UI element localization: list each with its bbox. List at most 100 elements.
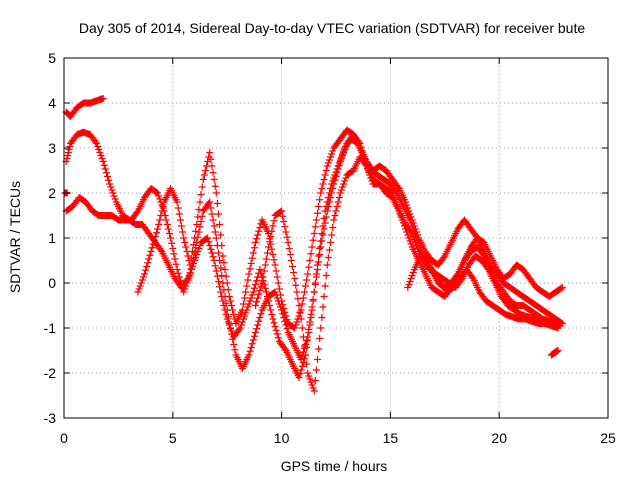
data-point: [180, 288, 188, 296]
data-point: [407, 275, 415, 282]
data-point: [294, 295, 302, 303]
data-point: [468, 273, 476, 281]
data-point: [207, 204, 215, 212]
data-point: [205, 238, 213, 246]
data-point: [409, 219, 417, 227]
data-point: [228, 302, 236, 309]
data-point: [164, 225, 172, 233]
data-point: [303, 337, 311, 345]
data-point: [152, 229, 160, 237]
data-point: [295, 374, 303, 381]
data-point: [306, 257, 314, 264]
data-point: [273, 294, 281, 302]
data-point: [410, 222, 418, 230]
data-point: [206, 198, 214, 206]
data-point: [158, 207, 166, 215]
data-point: [244, 303, 252, 311]
data-point: [291, 275, 299, 282]
data-point: [247, 294, 255, 302]
data-point: [152, 188, 160, 196]
y-tick-label: -2: [44, 365, 57, 381]
data-point: [408, 272, 416, 279]
data-point: [402, 198, 410, 206]
data-point: [187, 254, 195, 262]
data-point: [306, 318, 314, 326]
y-tick-label: 2: [48, 185, 56, 201]
data-point: [280, 218, 288, 225]
data-point: [144, 259, 152, 267]
x-tick-label: 25: [600, 430, 616, 446]
data-point: [263, 249, 271, 257]
data-point: [298, 300, 306, 308]
data-point: [187, 265, 195, 273]
data-point: [256, 287, 264, 294]
data-point: [110, 192, 118, 200]
axis-ticks: 0 5 10 15 20 25 -3 -2 -1 0 1 2 3 4 5: [44, 50, 616, 446]
data-point: [242, 288, 250, 296]
data-point: [321, 282, 329, 290]
data-point: [137, 279, 145, 287]
data-point: [302, 351, 310, 359]
data-point: [235, 326, 243, 333]
data-point: [305, 263, 313, 271]
data-point: [150, 236, 158, 244]
data-point: [341, 146, 349, 153]
data-point: [250, 244, 258, 252]
data-point: [280, 305, 288, 312]
data-point: [283, 316, 291, 324]
data-point: [92, 138, 100, 146]
data-point: [270, 256, 278, 264]
data-point: [407, 213, 415, 221]
data-point: [300, 288, 308, 296]
data-point: [213, 200, 221, 207]
data-point: [157, 246, 165, 254]
y-tick-label: -3: [44, 410, 57, 426]
data-point: [247, 344, 255, 351]
data-point: [183, 279, 191, 287]
data-point: [317, 324, 325, 332]
data-point: [315, 252, 323, 260]
data-point: [219, 252, 227, 260]
data-point: [286, 251, 294, 258]
data-point: [303, 276, 311, 284]
data-point: [303, 360, 311, 368]
data-point: [320, 225, 328, 233]
series-track-a: [62, 95, 107, 120]
data-point: [230, 341, 238, 348]
data-point: [270, 319, 278, 327]
data-point: [241, 312, 249, 320]
series-track-b: [62, 128, 564, 381]
data-point: [407, 240, 415, 248]
data-point: [275, 285, 283, 293]
data-point: [212, 267, 220, 275]
data-point: [307, 311, 315, 318]
data-point: [138, 276, 146, 284]
data-point: [208, 210, 216, 218]
data-point: [405, 234, 413, 242]
data-point: [191, 234, 199, 242]
data-point: [211, 262, 219, 270]
data-point: [251, 239, 259, 246]
data-point: [314, 209, 322, 217]
data-point: [310, 288, 318, 296]
data-point: [271, 288, 279, 296]
data-point: [66, 143, 74, 150]
data-point: [194, 213, 202, 221]
series-track-g: [547, 347, 562, 359]
data-point: [407, 228, 415, 236]
data-point: [288, 263, 296, 270]
data-point: [361, 161, 369, 168]
data-point: [236, 324, 244, 332]
data-point: [245, 270, 253, 278]
data-point: [414, 245, 422, 252]
data-point: [404, 284, 412, 291]
data-point: [295, 302, 303, 309]
data-point: [155, 192, 163, 200]
data-point: [292, 281, 300, 289]
data-point: [229, 335, 237, 343]
data-point: [409, 233, 417, 240]
x-tick-label: 20: [491, 430, 507, 446]
data-point: [299, 333, 307, 341]
x-tick-label: 15: [383, 430, 399, 446]
data-point: [283, 233, 291, 241]
